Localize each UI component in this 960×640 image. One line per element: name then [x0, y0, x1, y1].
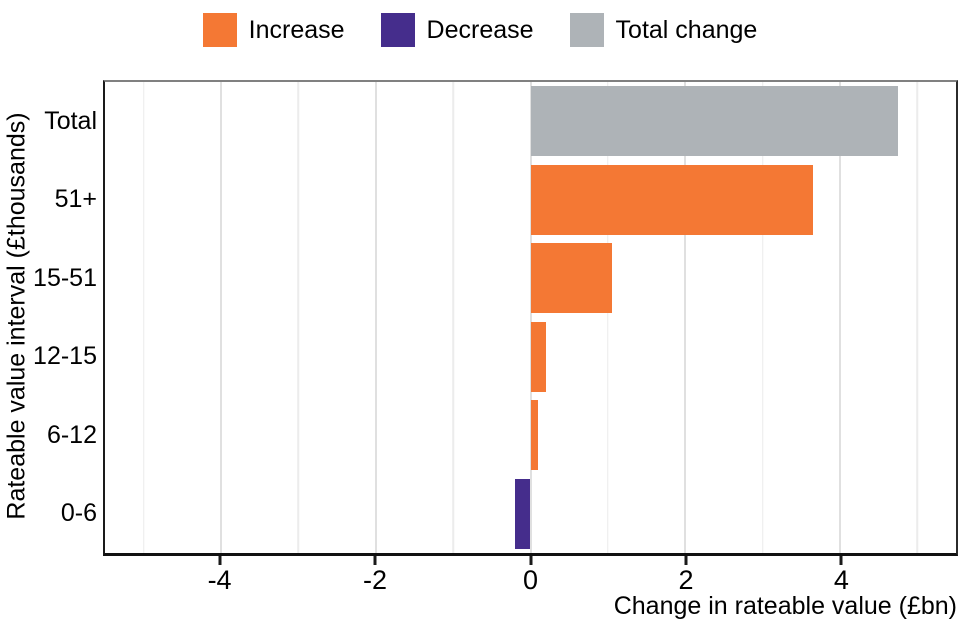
y-axis-label-12-15: 12-15: [33, 342, 97, 371]
gridline-minor: [916, 82, 919, 553]
legend-label: Decrease: [426, 15, 534, 44]
gridline-major: [529, 82, 532, 553]
x-tick-label: -4: [207, 565, 232, 595]
legend-label: Total change: [615, 15, 758, 44]
legend-swatch-increase: [202, 13, 237, 47]
y-axis-label-6-12: 6-12: [46, 420, 97, 449]
y-axis-label-total: Total: [44, 106, 97, 135]
bar-15-51: [530, 243, 612, 314]
x-tick-mark: [218, 556, 222, 565]
x-tick-label: -2: [363, 565, 388, 595]
legend-swatch-total-change: [569, 13, 604, 47]
x-tick-mark: [839, 556, 843, 565]
x-tick-mark: [529, 556, 532, 565]
legend-item-increase: Increase: [202, 13, 345, 47]
x-tick-label: 2: [678, 565, 694, 595]
x-axis: -4 -2 0 2 4: [103, 556, 958, 602]
gridline-minor: [452, 82, 454, 553]
gridline-minor: [297, 82, 300, 553]
y-axis-label-51: 51+: [54, 185, 97, 214]
legend-item-total-change: Total change: [569, 13, 758, 47]
legend: Increase Decrease Total change: [0, 10, 960, 50]
x-tick-mark: [373, 556, 377, 565]
legend-swatch-decrease: [380, 13, 415, 47]
legend-item-decrease: Decrease: [380, 13, 534, 47]
legend-label: Increase: [248, 15, 345, 44]
y-axis-labels: Total 51+ 15-51 12-15 6-12 0-6: [0, 82, 97, 553]
x-tick-mark: [684, 556, 688, 565]
gridline-major: [220, 82, 223, 553]
x-tick-label: 4: [833, 565, 849, 595]
bar-total: [530, 86, 898, 157]
gridline-minor: [607, 82, 609, 553]
y-axis-label-15-51: 15-51: [33, 263, 97, 292]
plot-area: [105, 82, 956, 553]
gridline-major: [684, 82, 687, 553]
x-tick-label: 0: [522, 565, 539, 595]
gridline-minor: [761, 82, 764, 553]
bar-0-6: [515, 478, 531, 549]
y-axis-label-0-6: 0-6: [60, 499, 97, 528]
plot-panel: [103, 80, 958, 556]
bar-12-15: [530, 321, 546, 392]
gridline-major: [838, 82, 841, 553]
bar-51: [530, 164, 813, 235]
x-axis-title: Change in rateable value (£bn): [613, 592, 957, 620]
gridline-major: [374, 82, 377, 553]
gridline-minor: [142, 82, 145, 553]
bar-6-12: [530, 400, 539, 471]
